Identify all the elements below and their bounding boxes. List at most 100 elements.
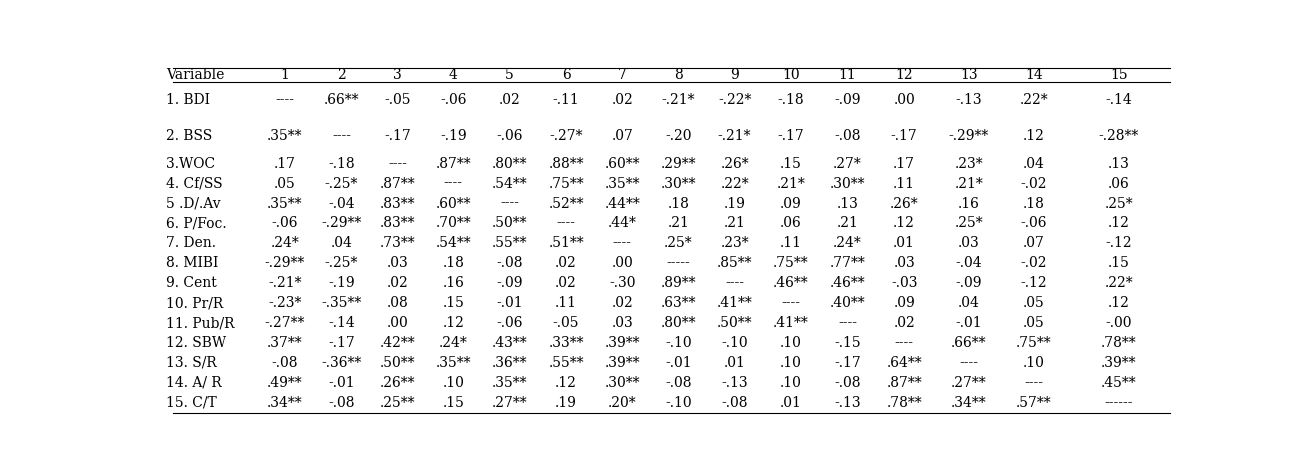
Text: .87**: .87** (435, 157, 471, 171)
Text: .05: .05 (1023, 296, 1045, 310)
Text: .80**: .80** (491, 157, 528, 171)
Text: -.01: -.01 (665, 356, 692, 370)
Text: .02: .02 (555, 276, 577, 290)
Text: -.04: -.04 (956, 256, 982, 270)
Text: -.28**: -.28** (1098, 129, 1139, 143)
Text: 15: 15 (1110, 68, 1127, 82)
Text: .19: .19 (724, 197, 746, 210)
Text: -.30: -.30 (609, 276, 636, 290)
Text: .25**: .25** (380, 396, 415, 410)
Text: .26*: .26* (889, 197, 918, 210)
Text: 11: 11 (838, 68, 857, 82)
Text: 12: 12 (896, 68, 913, 82)
Text: .18: .18 (667, 197, 690, 210)
Text: -.08: -.08 (272, 356, 298, 370)
Text: ----: ---- (960, 356, 978, 370)
Text: -.13: -.13 (721, 376, 748, 390)
Text: .10: .10 (780, 376, 802, 390)
Text: -.06: -.06 (272, 217, 298, 230)
Text: .50**: .50** (380, 356, 415, 370)
Text: .05: .05 (274, 177, 295, 190)
Text: -.18: -.18 (328, 157, 355, 171)
Text: .25*: .25* (665, 237, 692, 250)
Text: .49**: .49** (266, 376, 303, 390)
Text: -.29**: -.29** (948, 129, 989, 143)
Text: .03: .03 (387, 256, 409, 270)
Text: 4. Cf/SS: 4. Cf/SS (166, 177, 223, 190)
Text: 2. BSS: 2. BSS (166, 129, 213, 143)
Text: 10: 10 (782, 68, 799, 82)
Text: .78**: .78** (887, 396, 922, 410)
Text: .55**: .55** (549, 356, 584, 370)
Text: .16: .16 (959, 197, 980, 210)
Text: .50**: .50** (491, 217, 528, 230)
Text: .01: .01 (724, 356, 746, 370)
Text: -.06: -.06 (496, 129, 522, 143)
Text: .07: .07 (1023, 237, 1045, 250)
Text: -.08: -.08 (835, 376, 861, 390)
Text: 6. P/Foc.: 6. P/Foc. (166, 217, 227, 230)
Text: Variable: Variable (166, 68, 225, 82)
Text: 3.WOC: 3.WOC (166, 157, 215, 171)
Text: .03: .03 (893, 256, 916, 270)
Text: -.08: -.08 (328, 396, 355, 410)
Text: -.09: -.09 (496, 276, 522, 290)
Text: ----: ---- (332, 129, 351, 143)
Text: -.00: -.00 (1105, 316, 1132, 330)
Text: .06: .06 (780, 217, 802, 230)
Text: .20*: .20* (609, 396, 636, 410)
Text: .02: .02 (611, 93, 633, 107)
Text: -.36**: -.36** (321, 356, 362, 370)
Text: 13. S/R: 13. S/R (166, 356, 217, 370)
Text: .50**: .50** (717, 316, 752, 330)
Text: .70**: .70** (435, 217, 471, 230)
Text: .09: .09 (893, 296, 916, 310)
Text: 13: 13 (960, 68, 978, 82)
Text: .83**: .83** (380, 197, 415, 210)
Text: .25*: .25* (1105, 197, 1134, 210)
Text: .26*: .26* (721, 157, 748, 171)
Text: .39**: .39** (605, 336, 640, 350)
Text: .17: .17 (274, 157, 295, 171)
Text: -.06: -.06 (496, 316, 522, 330)
Text: .12: .12 (555, 376, 577, 390)
Text: -.22*: -.22* (718, 93, 751, 107)
Text: .75**: .75** (1016, 336, 1051, 350)
Text: .00: .00 (387, 316, 409, 330)
Text: 4: 4 (449, 68, 457, 82)
Text: .88**: .88** (549, 157, 584, 171)
Text: .02: .02 (555, 256, 577, 270)
Text: -.17: -.17 (328, 336, 355, 350)
Text: 14. A/ R: 14. A/ R (166, 376, 222, 390)
Text: .15: .15 (1107, 256, 1130, 270)
Text: 1: 1 (281, 68, 289, 82)
Text: -.01: -.01 (328, 376, 355, 390)
Text: -.08: -.08 (721, 396, 748, 410)
Text: 1. BDI: 1. BDI (166, 93, 210, 107)
Text: .03: .03 (611, 316, 633, 330)
Text: .57**: .57** (1016, 396, 1051, 410)
Text: -.12: -.12 (1020, 276, 1047, 290)
Text: -.05: -.05 (552, 316, 580, 330)
Text: -.08: -.08 (835, 129, 861, 143)
Text: .44*: .44* (607, 217, 637, 230)
Text: ----: ---- (613, 237, 632, 250)
Text: .60**: .60** (435, 197, 471, 210)
Text: .30**: .30** (829, 177, 865, 190)
Text: -.23*: -.23* (268, 296, 302, 310)
Text: ----: ---- (725, 276, 744, 290)
Text: .35**: .35** (435, 356, 471, 370)
Text: .80**: .80** (661, 316, 696, 330)
Text: .10: .10 (443, 376, 464, 390)
Text: .30**: .30** (661, 177, 696, 190)
Text: .27*: .27* (833, 157, 862, 171)
Text: .02: .02 (499, 93, 520, 107)
Text: -.14: -.14 (1105, 93, 1132, 107)
Text: .54**: .54** (435, 237, 471, 250)
Text: .35**: .35** (266, 197, 303, 210)
Text: -.10: -.10 (665, 336, 692, 350)
Text: -.04: -.04 (328, 197, 355, 210)
Text: 8. MIBI: 8. MIBI (166, 256, 218, 270)
Text: .01: .01 (780, 396, 802, 410)
Text: -.21*: -.21* (718, 129, 751, 143)
